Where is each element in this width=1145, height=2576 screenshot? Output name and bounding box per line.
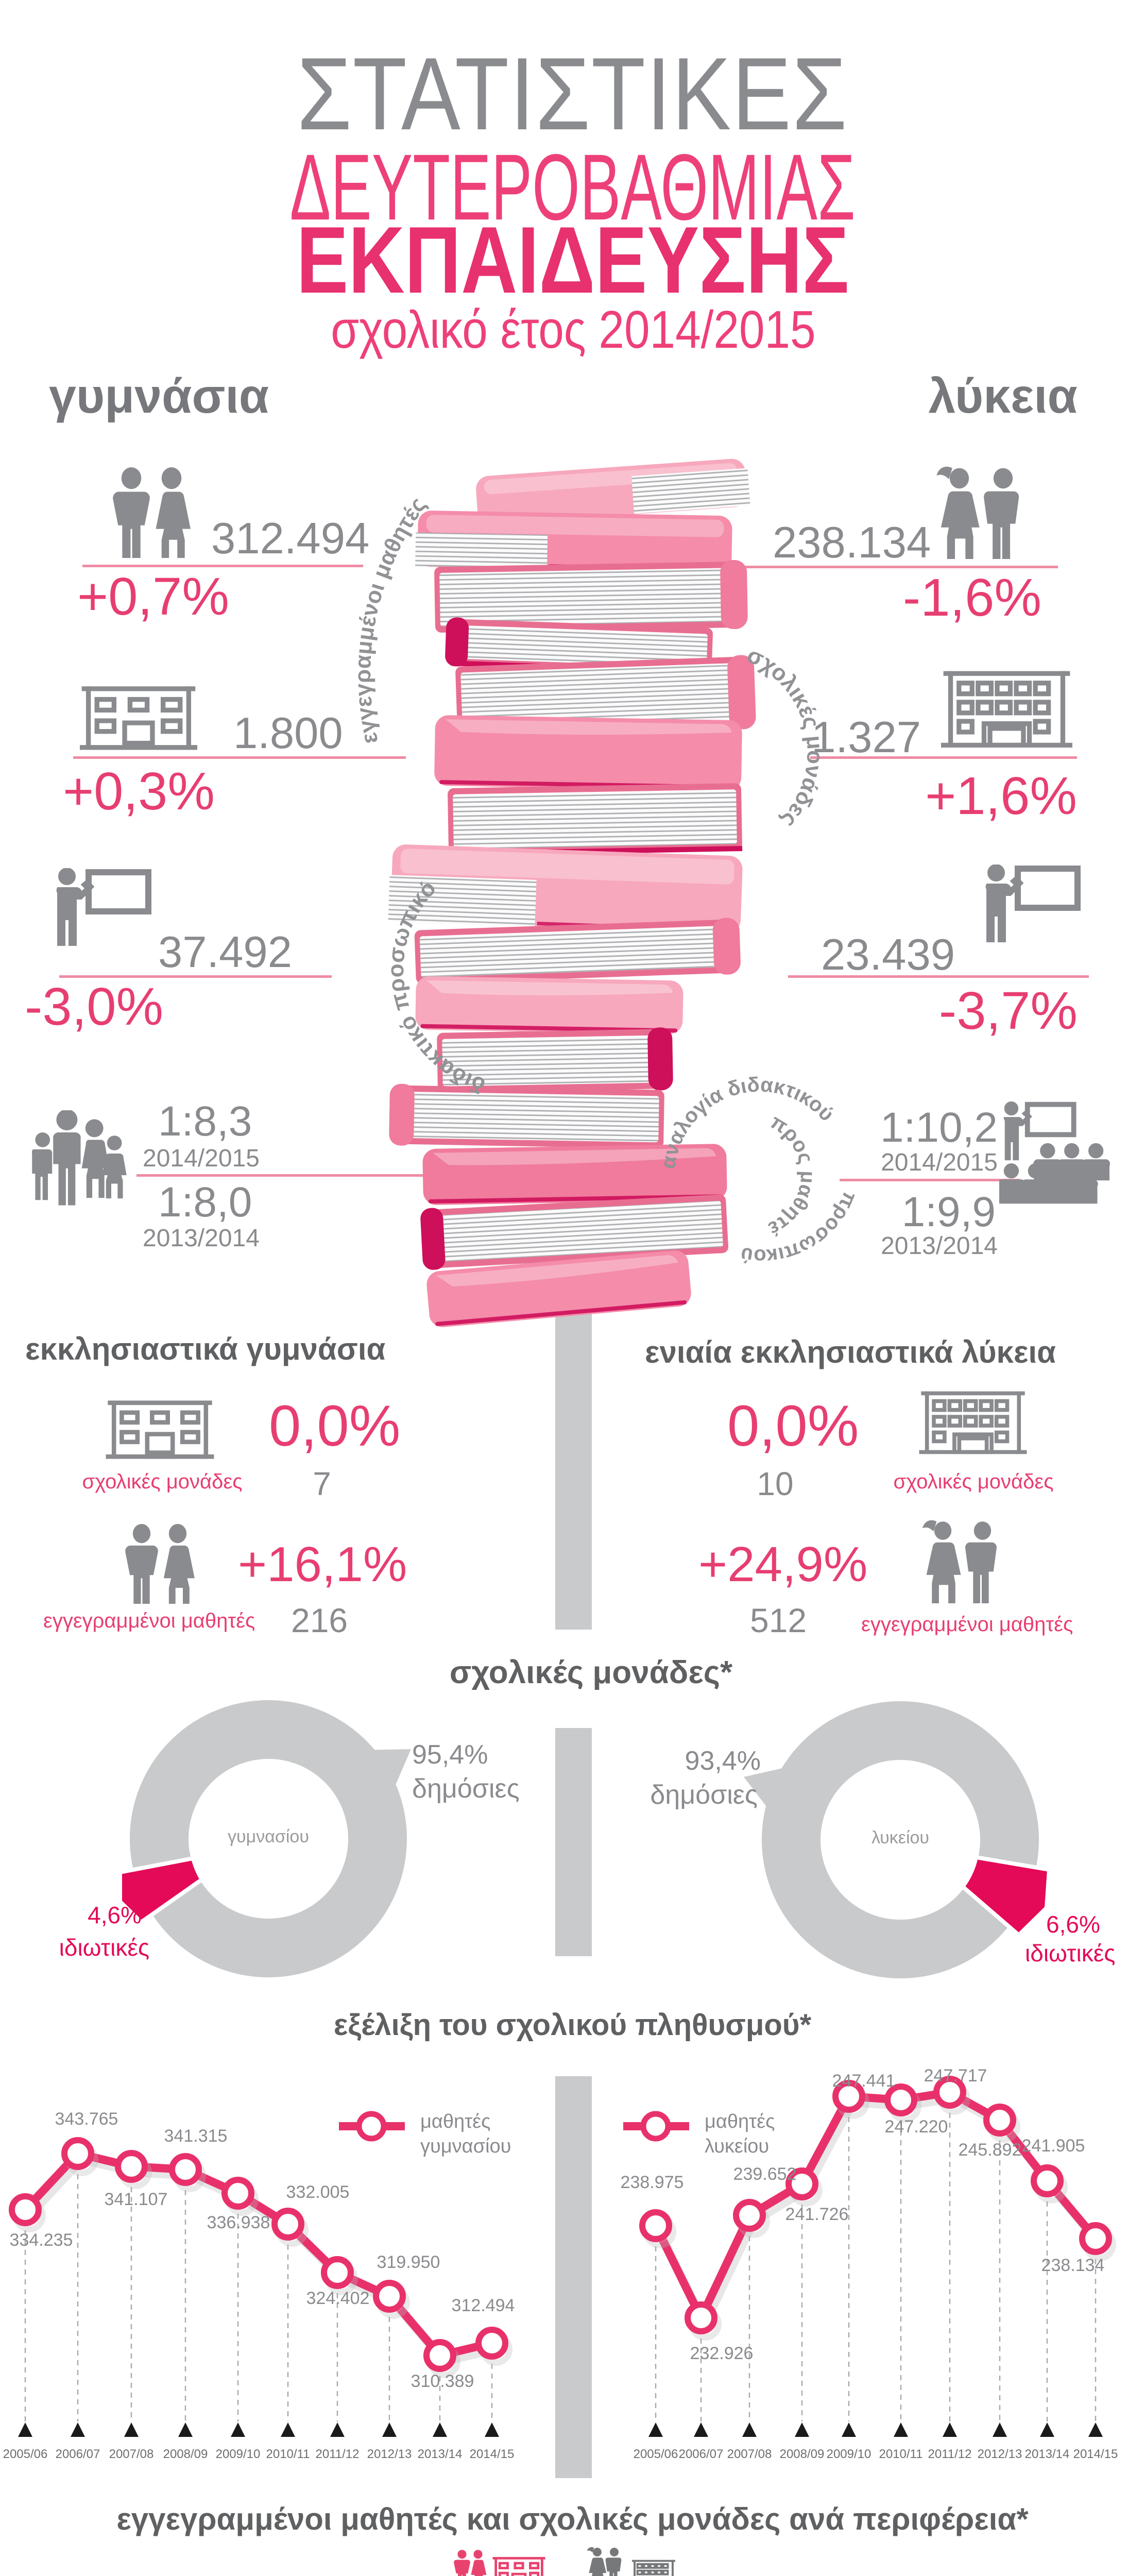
- svg-text:σχολικές μονάδες: σχολικές μονάδες: [743, 642, 828, 833]
